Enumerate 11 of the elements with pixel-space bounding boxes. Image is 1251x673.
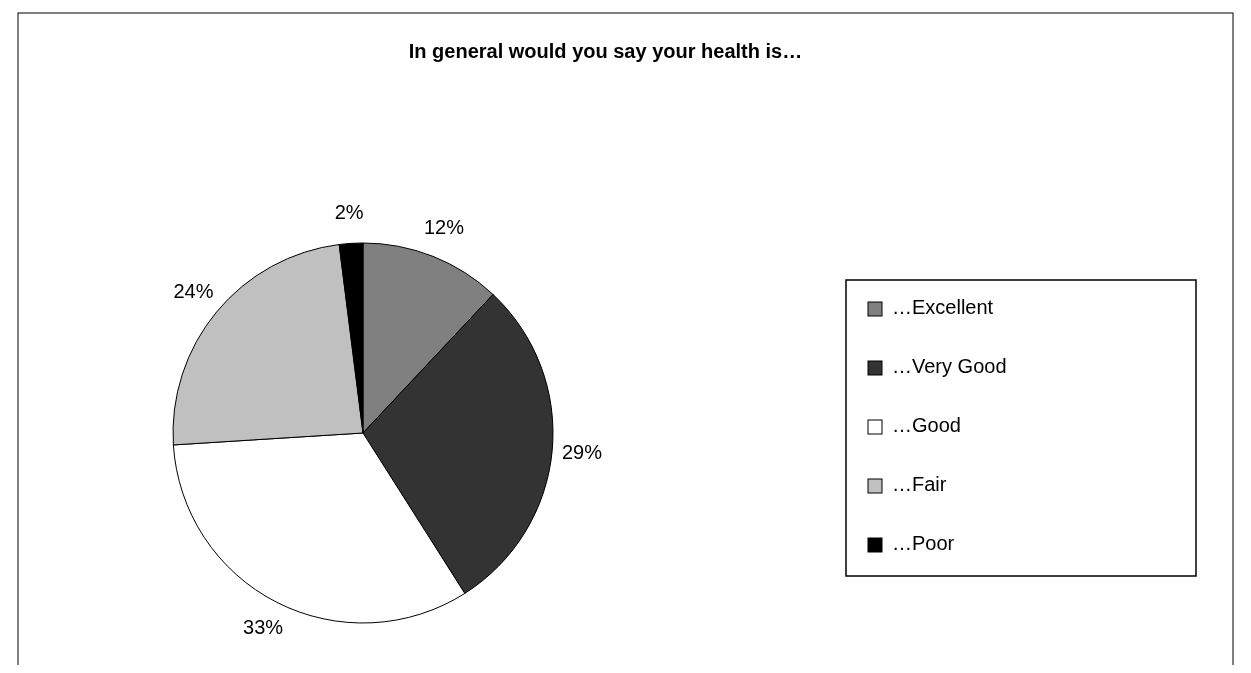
data-label: 2% xyxy=(334,200,364,223)
legend-label: …Excellent xyxy=(892,296,994,319)
chart-title: In general would you say your health is… xyxy=(408,40,803,62)
data-label: 24% xyxy=(173,280,214,303)
legend-label: …Good xyxy=(892,414,961,437)
data-label: 12% xyxy=(423,215,465,238)
legend-label: …Poor xyxy=(892,532,955,555)
data-label: 33% xyxy=(243,616,284,639)
data-label: 29% xyxy=(562,440,603,463)
legend-label: …Fair xyxy=(892,473,947,496)
legend-label: …Very Good xyxy=(892,355,1007,378)
